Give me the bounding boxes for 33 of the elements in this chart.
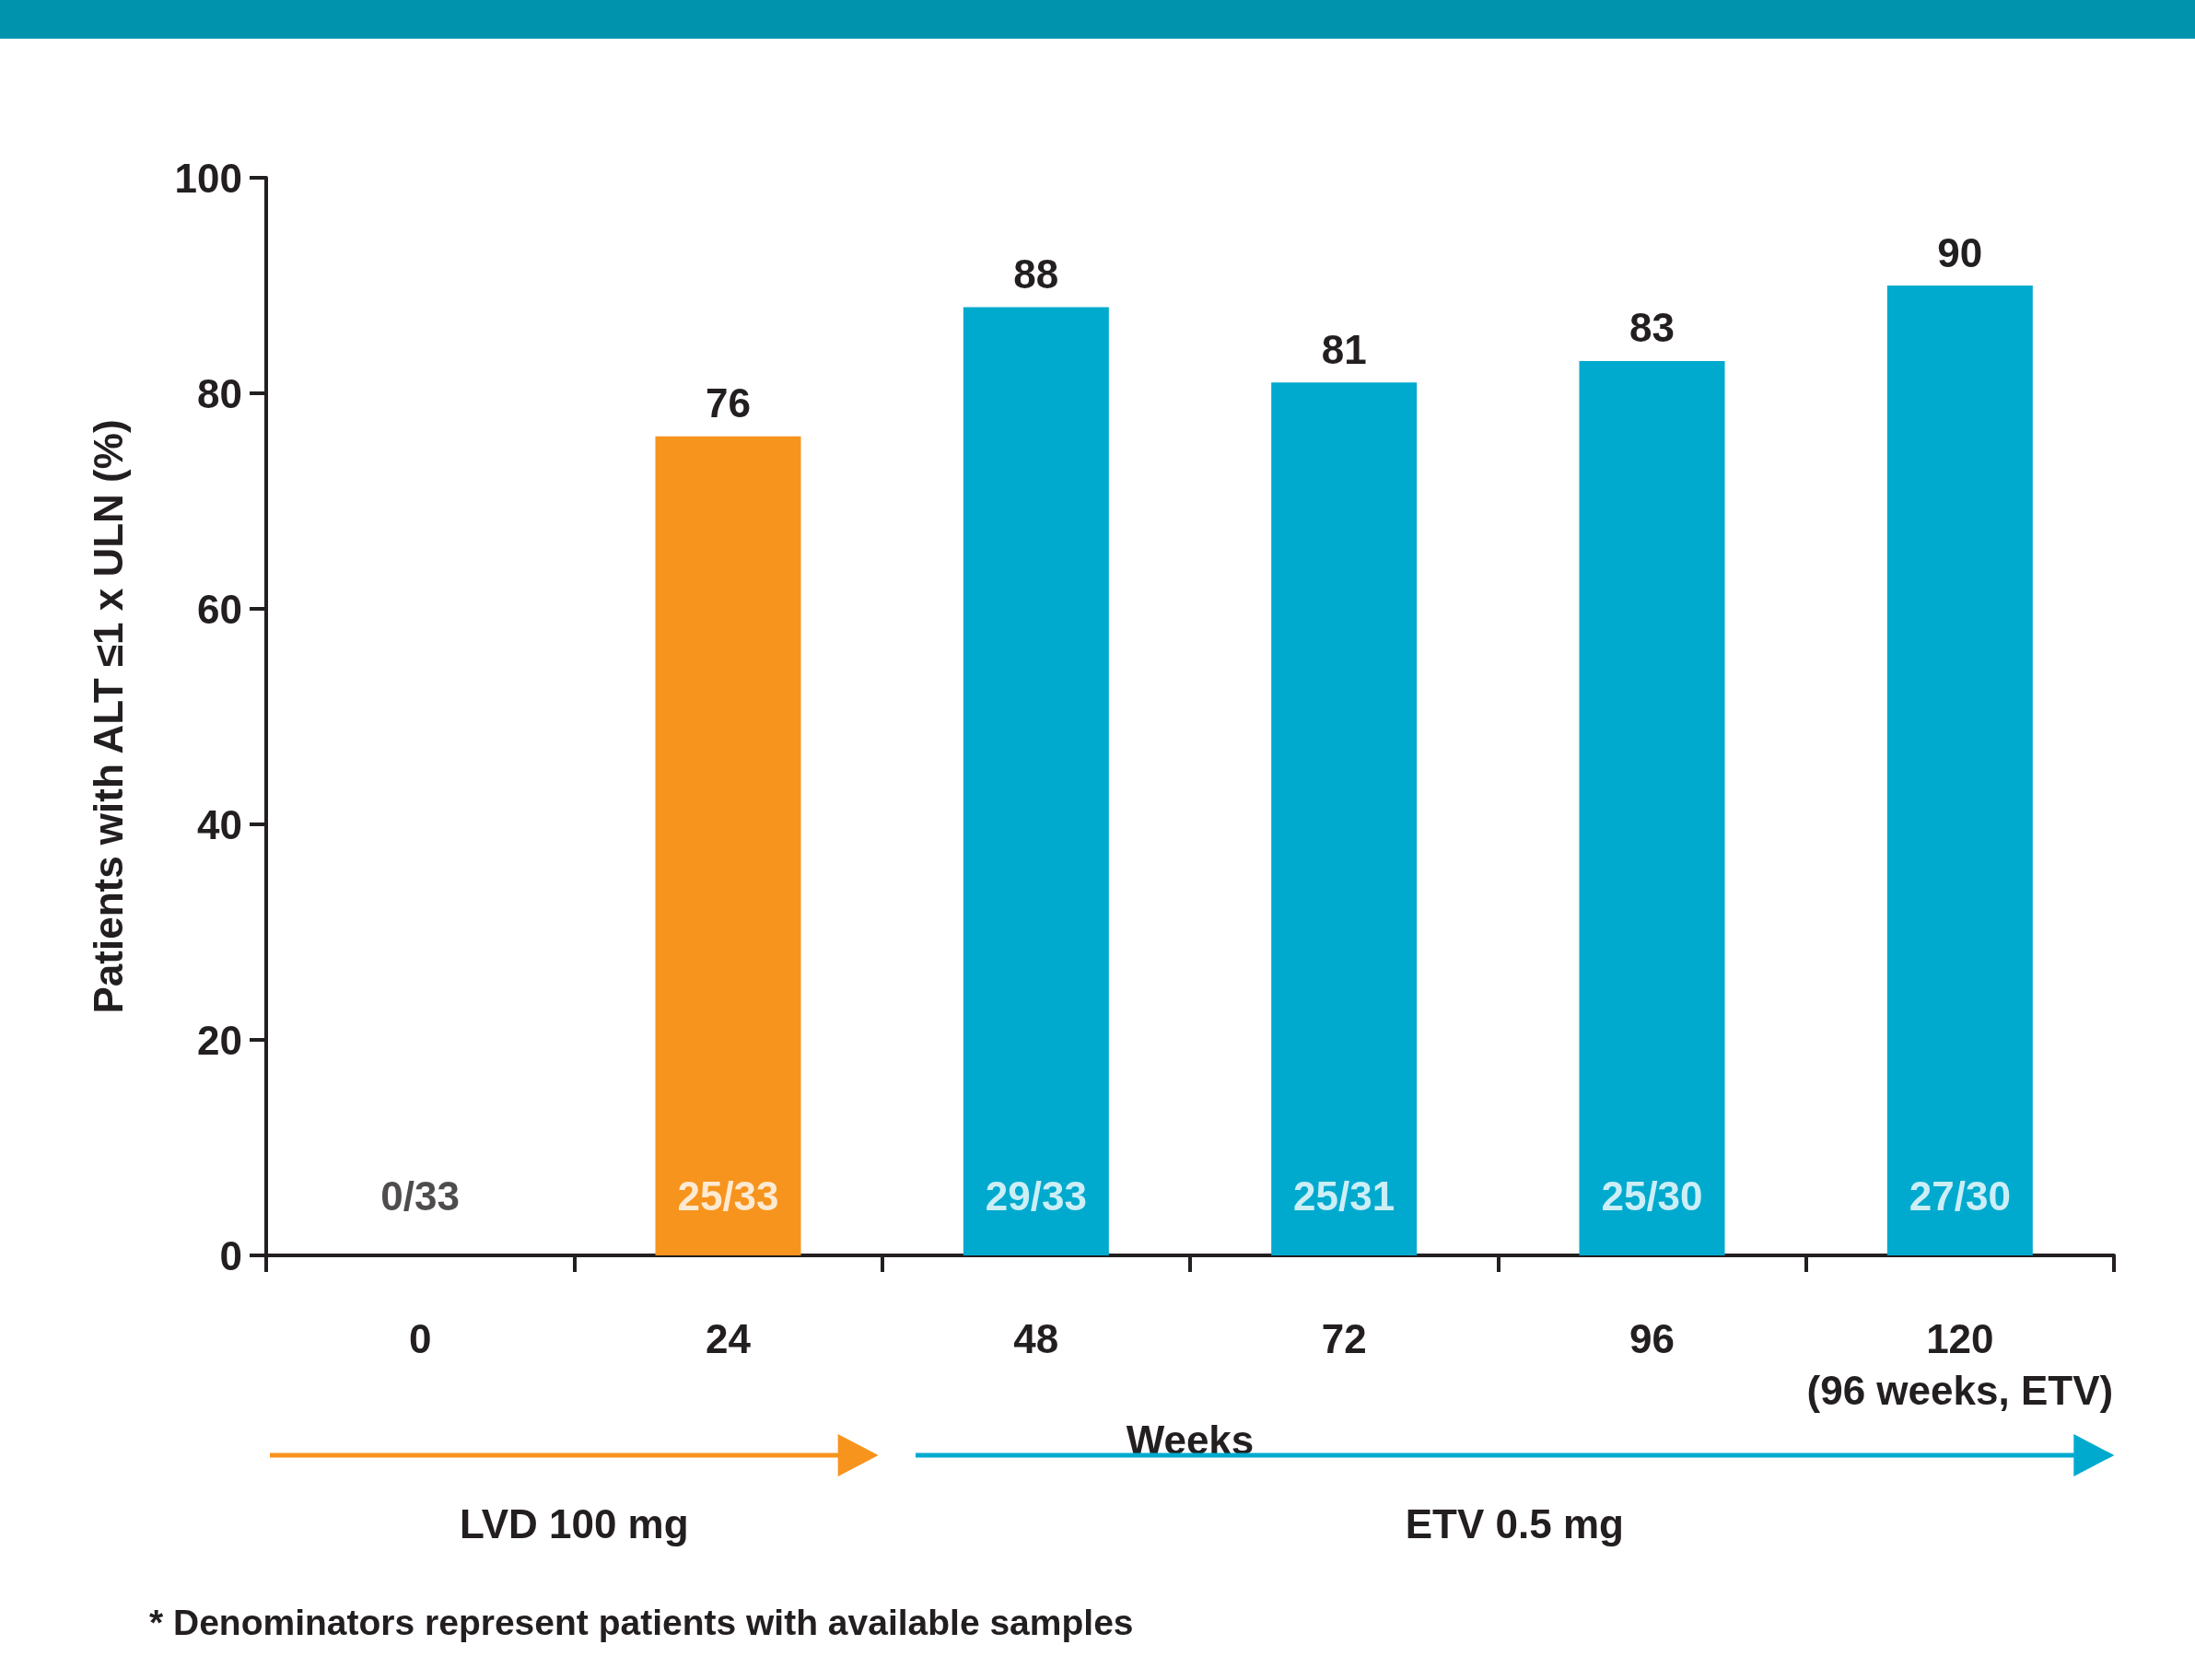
bar: [1579, 360, 1725, 1255]
data-label: 83: [1629, 305, 1675, 351]
x-tick-label: 0: [408, 1315, 432, 1361]
data-label: 90: [1937, 229, 1983, 275]
data-label: 88: [1013, 251, 1059, 297]
x-tick-label: 72: [1321, 1315, 1367, 1361]
x-tick-label: 24: [706, 1315, 752, 1361]
bar: [1271, 382, 1418, 1255]
y-axis-title: Patients with ALT ≤1 x ULN (%): [85, 419, 131, 1014]
data-label: 76: [706, 380, 751, 426]
annotation: 0/33: [380, 1173, 460, 1219]
annotation: 25/30: [1601, 1173, 1703, 1219]
y-tick-label: 100: [174, 155, 242, 201]
text: ETV 0.5 mg: [1405, 1501, 1624, 1547]
annotation: 27/30: [1909, 1173, 2011, 1219]
annotation: 29/33: [985, 1173, 1087, 1219]
annotation: 25/31: [1293, 1173, 1395, 1219]
x-tick-label: 120 (96 weeks, ETV): [1806, 1315, 2114, 1413]
y-tick-label: 20: [197, 1017, 242, 1063]
y-tick-label: 80: [197, 370, 242, 416]
x-tick-label: 96: [1629, 1315, 1675, 1361]
x-tick-label: 48: [1013, 1315, 1059, 1361]
y-tick-label: 60: [197, 586, 242, 632]
x-axis-title: Weeks: [1126, 1418, 1255, 1464]
bar: [963, 307, 1109, 1255]
bar: [655, 436, 801, 1255]
annotation: 25/33: [677, 1173, 779, 1219]
y-tick-label: 0: [219, 1232, 242, 1278]
y-tick-label: 40: [197, 801, 242, 847]
text: * Denominators represent patients with available samples: [149, 1603, 1134, 1643]
data-label: 81: [1321, 326, 1367, 372]
text: LVD 100 mg: [460, 1501, 689, 1547]
bar: [1886, 286, 2033, 1255]
